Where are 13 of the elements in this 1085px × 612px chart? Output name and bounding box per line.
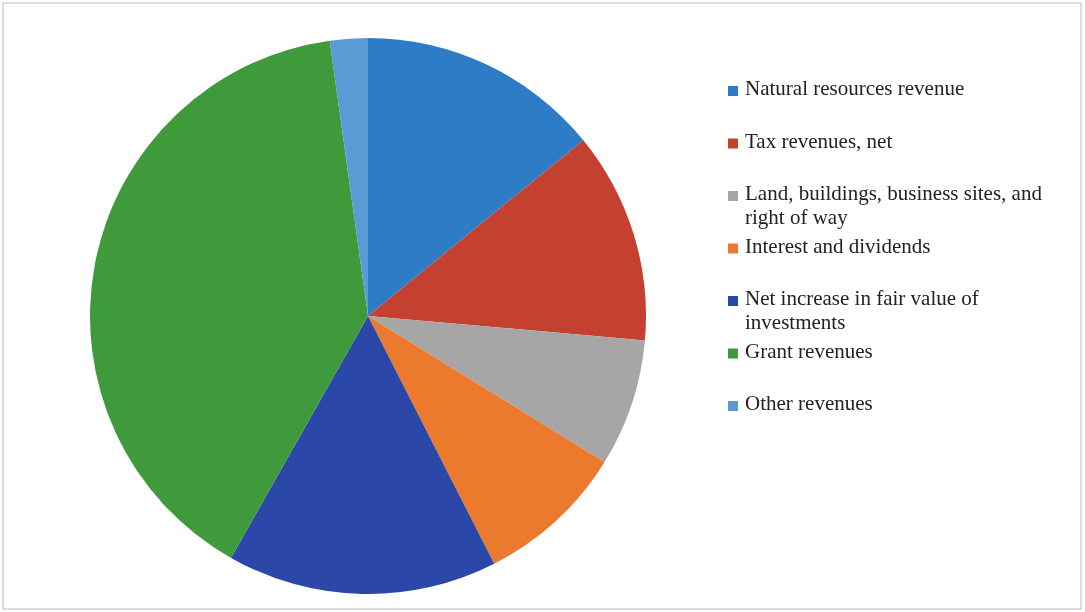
pie-slice — [368, 316, 645, 462]
pie-slice — [90, 40, 368, 558]
pie-slice — [231, 316, 495, 594]
legend-label: Natural resources revenue — [745, 76, 965, 100]
legend-label: Tax revenues, net — [745, 128, 893, 153]
legend-label: Other revenues — [745, 391, 873, 415]
pie-slice — [368, 38, 584, 316]
pie-slice — [368, 140, 646, 341]
legend-label: Land, buildings, business sites, and right of way — [745, 181, 1043, 229]
pie-slice — [368, 316, 605, 564]
legend-label: Net increase in fair value of investments — [745, 286, 979, 334]
legend-label: Interest and dividends — [745, 233, 931, 258]
legend-label: Grant revenues — [745, 338, 873, 363]
